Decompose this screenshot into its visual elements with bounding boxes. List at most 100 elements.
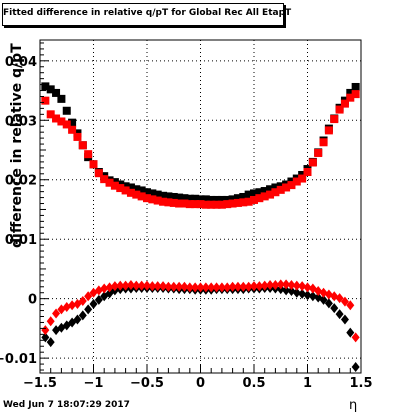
data-point-square — [228, 199, 237, 208]
y-tick-label: 0.02 — [5, 174, 37, 189]
data-point-diamond — [84, 304, 93, 315]
chart-title: Fitted difference in relative q/pT for G… — [3, 8, 292, 18]
data-point-square — [159, 197, 168, 206]
data-point-square — [201, 200, 210, 209]
title-box: Fitted difference in relative q/pT for G… — [2, 3, 292, 26]
data-point-diamond — [346, 300, 355, 311]
data-point-diamond — [351, 332, 360, 343]
data-point-square — [137, 192, 146, 201]
data-point-square — [266, 190, 275, 199]
data-point-square — [244, 190, 253, 199]
data-point-square — [250, 195, 258, 204]
x-tick-label: −0.5 — [130, 376, 164, 391]
data-point-square — [126, 183, 135, 192]
data-point-diamond — [260, 280, 269, 291]
data-point-square — [153, 190, 162, 199]
grid-lines — [39, 40, 362, 373]
data-point-diamond — [335, 309, 344, 320]
data-point-diamond — [292, 287, 301, 298]
x-tick-label: 1.5 — [349, 376, 372, 391]
data-point-square — [132, 190, 141, 199]
x-tick-label: 1 — [303, 376, 312, 391]
data-point-square — [191, 200, 200, 209]
y-tick-label: 0.01 — [5, 233, 37, 248]
data-point-square — [201, 195, 210, 204]
data-markers — [41, 82, 360, 373]
data-point-square — [255, 188, 264, 197]
data-point-square — [212, 195, 221, 204]
data-point-diamond — [78, 310, 87, 321]
data-point-square — [196, 195, 205, 204]
data-point-diamond — [89, 299, 98, 310]
data-point-square — [116, 184, 125, 193]
data-point-square — [89, 160, 98, 169]
data-point-diamond — [207, 282, 216, 293]
y-tick-label: −0.01 — [0, 352, 37, 367]
x-tick-label: 0.5 — [242, 376, 265, 391]
data-point-diamond — [308, 291, 317, 302]
data-point-square — [185, 194, 194, 203]
data-point-square — [223, 200, 232, 209]
data-point-square — [191, 194, 200, 203]
data-point-square — [180, 194, 189, 203]
data-point-square — [148, 189, 157, 198]
data-point-square — [41, 96, 50, 105]
data-point-diamond — [126, 279, 135, 290]
x-tick-label: −1 — [84, 376, 104, 391]
data-point-square — [164, 192, 173, 201]
data-point-square — [143, 194, 151, 203]
data-point-square — [105, 178, 114, 187]
data-point-diamond — [191, 282, 200, 293]
y-tick-label: 0.03 — [5, 114, 37, 129]
data-point-square — [217, 200, 226, 209]
data-point-square — [271, 183, 280, 192]
data-point-diamond — [169, 281, 178, 292]
data-point-diamond — [110, 281, 119, 292]
data-point-diamond — [180, 281, 189, 292]
data-point-square — [126, 188, 135, 197]
data-point-square — [255, 194, 264, 203]
data-point-square — [68, 118, 77, 127]
data-point-square — [46, 110, 55, 119]
data-point-square — [169, 198, 178, 207]
data-point-diamond — [84, 291, 93, 302]
data-point-diamond — [335, 293, 344, 304]
data-point-square — [330, 115, 339, 124]
data-point-square — [244, 197, 253, 206]
data-point-square — [110, 181, 119, 190]
data-point-diamond — [287, 279, 296, 290]
data-point-square — [260, 192, 269, 201]
data-point-diamond — [330, 303, 339, 314]
data-point-square — [233, 194, 242, 203]
data-point-square — [335, 105, 344, 114]
data-point-square — [62, 120, 71, 129]
data-point-square — [41, 82, 50, 91]
x-axis-label: η — [349, 398, 358, 413]
data-point-diamond — [73, 314, 82, 325]
data-point-diamond — [239, 281, 248, 292]
data-point-square — [287, 181, 296, 190]
data-point-diamond — [41, 325, 50, 336]
data-point-square — [239, 198, 248, 207]
data-point-square — [100, 175, 109, 184]
data-point-square — [207, 195, 216, 204]
data-point-diamond — [351, 362, 360, 373]
data-point-square — [84, 150, 93, 159]
data-point-square — [180, 199, 189, 208]
data-point-diamond — [148, 281, 157, 292]
data-point-square — [153, 196, 162, 205]
data-point-diamond — [250, 281, 258, 292]
data-point-square — [57, 117, 66, 126]
data-point-diamond — [292, 280, 301, 291]
data-point-square — [351, 90, 360, 99]
data-point-diamond — [46, 316, 55, 327]
data-point-diamond — [46, 337, 55, 348]
data-point-square — [228, 195, 237, 204]
data-point-square — [78, 141, 87, 150]
y-tick-label: 0 — [28, 293, 37, 308]
data-point-diamond — [298, 281, 307, 292]
data-point-square — [68, 125, 77, 134]
y-tick-label: 0.04 — [5, 55, 37, 70]
data-point-square — [175, 193, 184, 202]
